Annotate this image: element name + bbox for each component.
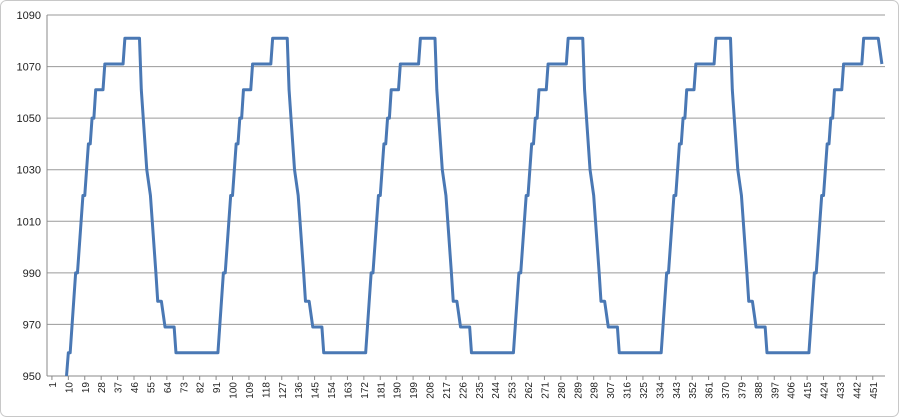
x-tick-label: 379 <box>737 382 748 399</box>
x-tick-label: 154 <box>327 382 338 399</box>
x-tick-label: 262 <box>524 382 535 399</box>
line-series <box>65 36 884 377</box>
x-tick-label: 64 <box>163 382 174 394</box>
x-tick-label: 343 <box>672 382 683 399</box>
x-tick-label: 172 <box>360 382 371 399</box>
x-tick-label: 388 <box>754 382 765 399</box>
y-tick-label: 990 <box>23 268 41 280</box>
x-tick-label: 235 <box>475 382 486 399</box>
x-tick-label: 415 <box>803 382 814 399</box>
x-tick-label: 352 <box>688 382 699 399</box>
x-tick-label: 406 <box>787 382 798 399</box>
y-tick-label: 1090 <box>17 10 41 22</box>
y-tick-label: 950 <box>23 371 41 383</box>
x-tick-label: 289 <box>573 382 584 399</box>
y-tick-label: 1010 <box>17 216 41 228</box>
x-tick-label: 136 <box>294 382 305 399</box>
x-tick-label: 118 <box>261 382 272 398</box>
x-tick-label: 181 <box>376 382 387 399</box>
x-tick-label: 28 <box>97 382 108 394</box>
x-tick-label: 244 <box>491 382 502 399</box>
x-tick-label: 316 <box>623 382 634 399</box>
x-tick-label: 109 <box>245 382 256 399</box>
x-tick-label: 199 <box>409 382 420 399</box>
x-tick-label: 280 <box>557 382 568 399</box>
x-tick-label: 433 <box>836 382 847 399</box>
x-tick-label: 82 <box>196 382 207 394</box>
x-tick-label: 145 <box>311 382 322 399</box>
x-tick-label: 451 <box>869 382 880 399</box>
x-tick-label: 91 <box>212 382 223 394</box>
y-tick-label: 1070 <box>17 62 41 74</box>
x-tick-label: 298 <box>590 382 601 399</box>
x-tick-label: 361 <box>705 382 716 399</box>
x-tick-label: 73 <box>179 382 190 394</box>
x-tick-label: 442 <box>852 382 863 399</box>
x-tick-label: 55 <box>146 382 157 394</box>
x-tick-label: 226 <box>458 382 469 399</box>
x-tick-label: 325 <box>639 382 650 399</box>
y-tick-label: 1030 <box>17 165 41 177</box>
y-tick-label: 1050 <box>17 113 41 125</box>
x-tick-label: 37 <box>114 382 125 394</box>
x-tick-label: 307 <box>606 382 617 399</box>
x-tick-label: 370 <box>721 382 732 399</box>
x-tick-label: 100 <box>229 382 240 399</box>
x-tick-label: 163 <box>343 382 354 399</box>
x-tick-label: 208 <box>426 382 437 399</box>
x-tick-label: 334 <box>655 382 666 399</box>
x-tick-label: 46 <box>130 382 141 394</box>
x-tick-label: 271 <box>540 382 551 399</box>
x-tick-label: 190 <box>393 382 404 399</box>
x-tick-label: 424 <box>820 382 831 399</box>
x-tick-label: 397 <box>770 382 781 399</box>
x-tick-label: 127 <box>278 382 289 399</box>
y-tick-label: 970 <box>23 319 41 331</box>
x-tick-label: 1 <box>48 382 59 388</box>
x-tick-label: 10 <box>64 382 75 394</box>
x-tick-label: 19 <box>81 382 92 394</box>
x-tick-label: 217 <box>442 382 453 399</box>
x-tick-label: 253 <box>508 382 519 399</box>
